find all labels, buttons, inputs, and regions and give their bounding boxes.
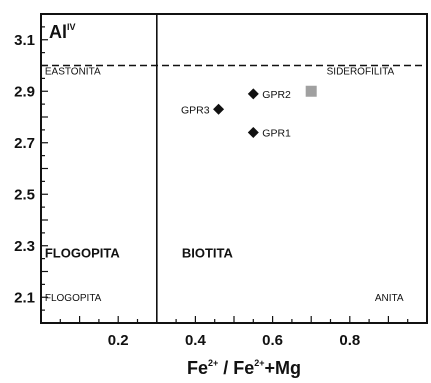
y-tick-label: 2.7 (14, 135, 35, 152)
data-point-diamond (247, 88, 259, 100)
region-label: BIOTITA (182, 245, 234, 260)
y-tick-label: 2.3 (14, 238, 35, 255)
x-tick-label: 0.2 (108, 332, 129, 349)
y-tick-label: 2.5 (14, 186, 35, 203)
data-point-square (305, 85, 317, 97)
region-label: FLOGOPITA (45, 245, 120, 260)
x-tick-label: 0.8 (339, 332, 360, 349)
plot-area: 2.1 2.3 2.5 2.7 2.9 3.1 0.2 0.4 0.6 0.8 AlIV Fe2+ /… (14, 13, 428, 378)
region-label: ANITA (375, 293, 404, 304)
plot-frame (40, 13, 428, 324)
point-label: GPR1 (262, 127, 291, 139)
point-label: GPR3 (181, 104, 210, 116)
y-tick-label: 2.9 (14, 83, 35, 100)
x-axis-title: Fe2+ / Fe2++Mg (187, 358, 301, 378)
x-tick-label: 0.4 (185, 332, 207, 349)
y-tick-label: 2.1 (14, 289, 35, 306)
region-label: EASTONITA (45, 67, 101, 78)
y-axis-title: AlIV (49, 22, 76, 42)
region-label: FLOGOPITA (45, 293, 102, 304)
data-point-diamond (247, 126, 259, 138)
data-point-diamond (213, 103, 225, 115)
region-label: SIDEROFILITA (327, 67, 395, 78)
x-tick-label: 0.6 (262, 332, 283, 349)
point-label: GPR2 (262, 89, 291, 101)
y-tick-label: 3.1 (14, 32, 35, 49)
